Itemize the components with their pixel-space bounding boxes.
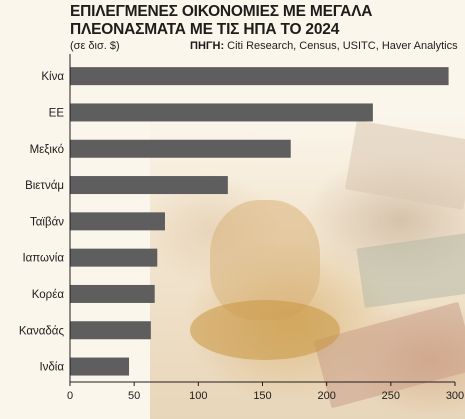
source-label: ΠΗΓΗ: [190, 40, 225, 52]
bar [70, 284, 155, 303]
category-label: Μεξικό [30, 144, 64, 156]
title-line-2: ΠΛΕΟΝΑΣΜΑΤΑ ΜΕ ΤΙΣ ΗΠΑ ΤΟ 2024 [70, 21, 340, 38]
bar [70, 212, 165, 231]
unit-label: (σε δισ. $) [70, 40, 120, 52]
source-text: Citi Research, Census, USITC, Haver Anal… [224, 40, 458, 52]
bar [70, 67, 449, 86]
x-tick-label: 300 [446, 390, 464, 402]
x-tick-label: 150 [253, 390, 271, 402]
source-note: ΠΗΓΗ: Citi Research, Census, USITC, Have… [190, 40, 458, 52]
category-label: Καναδάς [19, 325, 65, 337]
bar [70, 103, 373, 122]
x-tick-label: 200 [317, 390, 335, 402]
bar [70, 176, 228, 195]
coins-image [190, 300, 340, 360]
x-tick-label: 0 [67, 390, 73, 402]
category-label: Ινδία [39, 362, 64, 374]
category-label: ΕΕ [49, 107, 65, 119]
bar [70, 248, 158, 267]
x-tick-label: 250 [382, 390, 400, 402]
x-tick-label: 50 [128, 390, 140, 402]
category-label: Ιαπωνία [22, 253, 64, 265]
category-label: Ταϊβάν [30, 216, 64, 228]
chart-title: ΕΠΙΛΕΓΜΕΝΕΣ ΟΙΚΟΝΟΜΙΕΣ ΜΕ ΜΕΓΑΛΑ ΠΛΕΟΝΑΣ… [70, 3, 460, 39]
bar [70, 321, 151, 340]
title-line-1: ΕΠΙΛΕΓΜΕΝΕΣ ΟΙΚΟΝΟΜΙΕΣ ΜΕ ΜΕΓΑΛΑ [70, 3, 373, 20]
category-label: Κίνα [41, 71, 64, 83]
background-photo [150, 110, 465, 419]
category-label: Κορέα [32, 289, 65, 301]
bar [70, 139, 291, 158]
category-label: Βιετνάμ [25, 180, 64, 192]
x-tick-label: 100 [189, 390, 207, 402]
bar [70, 357, 130, 376]
